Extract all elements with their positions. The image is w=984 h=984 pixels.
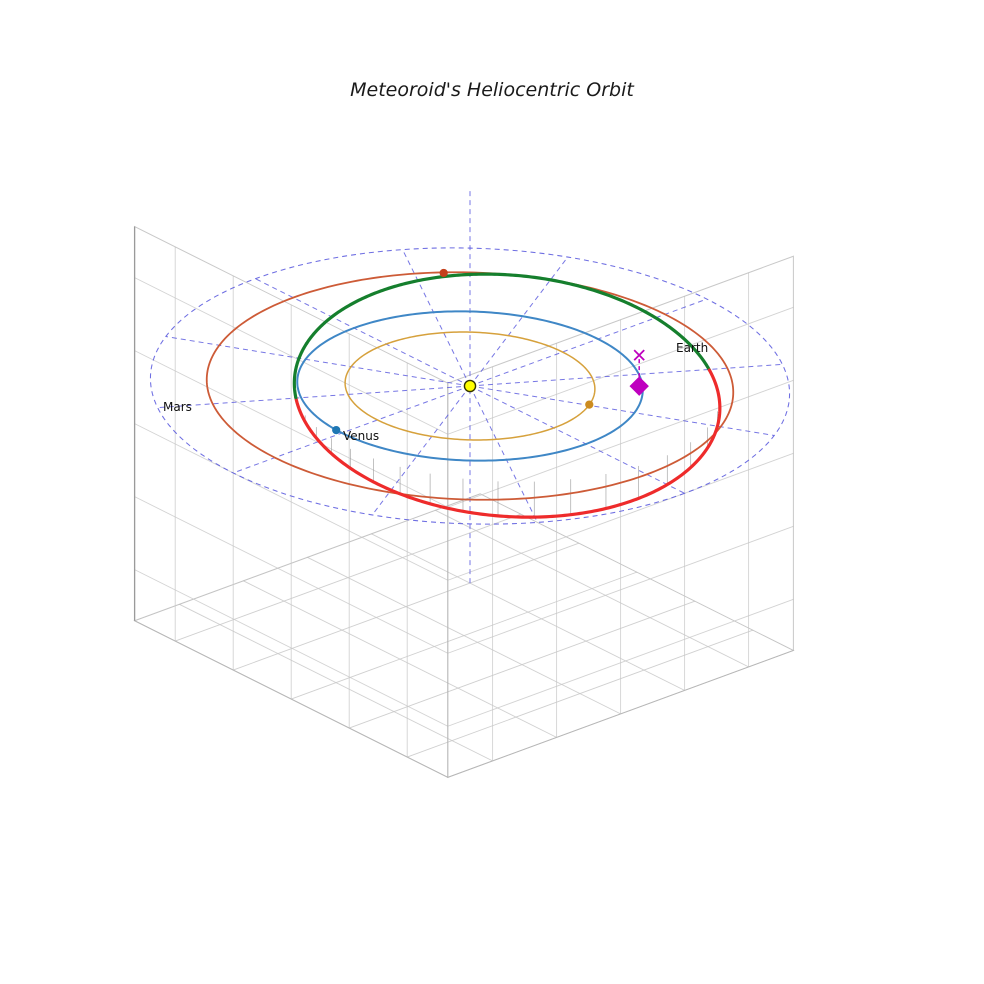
earth-marker xyxy=(332,425,341,435)
body-markers: Mars Venus Earth xyxy=(163,268,708,443)
mars-marker xyxy=(439,268,448,278)
sun-marker xyxy=(463,379,477,393)
polar-reference-grid xyxy=(149,188,791,584)
earth-label: Earth xyxy=(676,341,708,355)
page-title: Meteoroid's Heliocentric Orbit xyxy=(350,79,635,101)
aphelion-marker xyxy=(629,376,649,396)
venus-label: Venus xyxy=(343,429,379,443)
aphelion-cross-icon xyxy=(633,349,645,361)
venus-marker xyxy=(585,400,594,409)
mars-label: Mars xyxy=(163,400,192,414)
orbit-curves xyxy=(205,271,735,519)
